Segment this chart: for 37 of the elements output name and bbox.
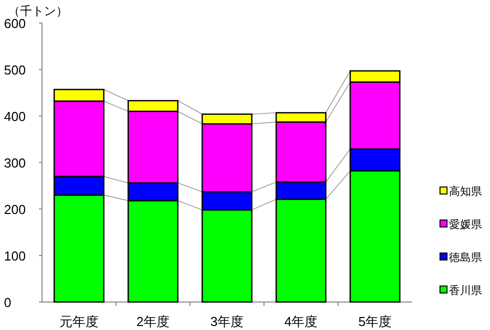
y-tick-label: 100 — [4, 248, 26, 264]
y-tick-label: 600 — [4, 16, 26, 31]
bar — [276, 198, 326, 303]
legend-label: 愛媛県 — [449, 218, 482, 231]
legend-label: 徳島県 — [449, 251, 482, 264]
x-tick-label: 2年度 — [136, 314, 170, 329]
bar — [54, 100, 104, 178]
bar — [276, 112, 326, 123]
bar — [202, 209, 252, 303]
bar — [202, 123, 252, 192]
legend-label: 高知県 — [449, 185, 482, 198]
bar — [128, 110, 178, 184]
bar — [350, 81, 400, 150]
bar — [54, 194, 104, 303]
bar — [202, 191, 252, 211]
bar — [276, 121, 326, 183]
bar — [128, 182, 178, 202]
bar — [202, 113, 252, 125]
bar — [350, 170, 400, 303]
bar — [54, 176, 104, 196]
y-tick-label: 0 — [4, 295, 12, 310]
bar — [276, 181, 326, 200]
bar — [350, 70, 400, 83]
bar — [128, 100, 178, 112]
x-tick-label: 5年度 — [358, 314, 392, 329]
y-tick-label: 300 — [4, 156, 26, 170]
y-tick-label: 200 — [4, 202, 26, 217]
bar — [128, 200, 178, 303]
y-axis-title: （千トン） — [8, 4, 68, 18]
y-tick-label: 400 — [4, 109, 26, 124]
legend-label: 香川県 — [449, 284, 482, 297]
bar — [54, 88, 104, 102]
x-tick-label: 元年度 — [60, 314, 98, 329]
x-tick-label: 3年度 — [210, 314, 244, 329]
y-tick-label: 500 — [4, 62, 26, 78]
bar — [350, 148, 400, 172]
x-tick-label: 4年度 — [284, 314, 318, 329]
